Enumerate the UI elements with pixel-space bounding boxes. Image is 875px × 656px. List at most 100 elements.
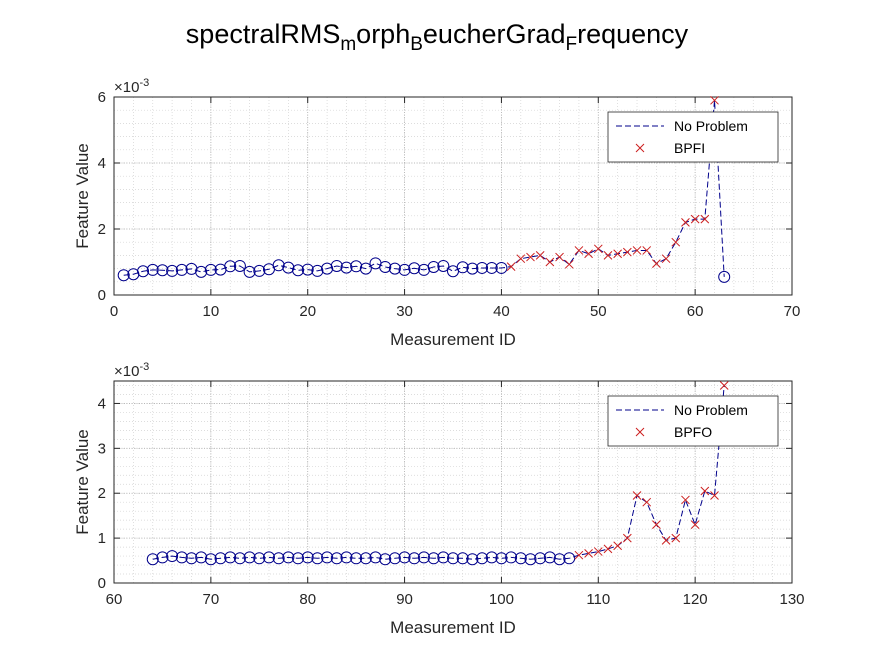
no-problem-point — [262, 551, 275, 564]
no-problem-point — [330, 552, 343, 565]
no-problem-point — [292, 264, 305, 277]
series-line-no-problem — [123, 100, 725, 277]
exponent-power: -3 — [139, 361, 149, 373]
no-problem-point — [563, 552, 576, 565]
no-problem-point — [485, 551, 498, 564]
no-problem-point — [388, 552, 401, 565]
fault-point — [642, 497, 652, 507]
title-part-4: eucherGrad — [423, 19, 566, 49]
legend: No Problem BPFI — [607, 111, 779, 163]
no-problem-point — [417, 551, 430, 564]
title-part-2: orph — [356, 19, 410, 49]
fault-point — [652, 259, 661, 269]
title-part-5: F — [566, 34, 578, 55]
no-problem-point — [495, 552, 508, 565]
fault-point — [603, 544, 613, 554]
no-problem-point — [514, 552, 527, 565]
x-tick-label: 100 — [489, 591, 514, 608]
fault-point — [700, 486, 710, 496]
y-tick-label: 0 — [98, 287, 106, 304]
series-layer — [123, 100, 725, 277]
no-problem-point — [233, 259, 246, 272]
no-problem-point — [195, 265, 208, 278]
fault-point — [642, 246, 652, 255]
y-exponent-label: ×10-3 — [114, 361, 149, 380]
subplot-1: 0 10 20 30 40 50 60 70 0 2 4 6 ×10-3 Measurement ID Fe… — [73, 77, 800, 349]
x-tick-label: 80 — [299, 591, 316, 608]
legend-label-fault: BPFO — [674, 424, 712, 440]
fault-point — [622, 247, 632, 257]
exponent-base: ×10 — [114, 363, 139, 380]
y-tick-label: 2 — [98, 485, 106, 502]
y-tick-label: 6 — [98, 89, 106, 106]
no-problem-point — [224, 551, 237, 564]
no-problem-point — [137, 265, 150, 278]
no-problem-point — [166, 264, 179, 277]
no-problem-point — [214, 552, 227, 565]
y-tick-label: 3 — [98, 440, 106, 457]
no-problem-point — [379, 260, 392, 273]
no-problem-point — [437, 259, 450, 272]
x-axis-label: Measurement ID — [390, 618, 516, 637]
chart-title: spectralRMSmorphBeucherGradFrequency — [186, 19, 689, 55]
fault-point — [603, 251, 613, 260]
x-tick-label: 70 — [203, 591, 220, 608]
x-tick-label: 90 — [396, 591, 413, 608]
fault-point — [671, 237, 681, 247]
no-problem-point — [253, 552, 266, 565]
y-tick-label: 1 — [98, 530, 106, 547]
no-problem-point — [340, 261, 353, 274]
no-problem-point — [117, 269, 130, 282]
no-problem-point — [476, 261, 489, 274]
x-tick-label: 50 — [590, 303, 607, 320]
no-problem-point — [553, 553, 566, 566]
no-problem-point — [524, 553, 537, 566]
fault-point — [535, 251, 545, 260]
no-problem-point — [166, 550, 179, 563]
no-problem-point — [301, 551, 314, 564]
no-problem-point — [398, 551, 411, 564]
fault-point — [632, 246, 642, 255]
y-tick-label: 2 — [98, 221, 106, 238]
no-problem-point — [466, 262, 479, 275]
fault-point — [526, 252, 535, 262]
fault-point — [622, 533, 632, 543]
fault-point — [613, 541, 623, 551]
fault-point — [681, 218, 690, 227]
no-problem-point — [282, 261, 295, 274]
no-problem-point — [330, 259, 343, 272]
fault-point — [690, 520, 700, 529]
no-problem-point — [233, 552, 246, 565]
axes-box — [113, 96, 793, 296]
no-problem-point — [408, 552, 421, 565]
no-problem-point — [359, 262, 372, 275]
axes-box — [113, 380, 793, 584]
no-problem-point — [427, 260, 440, 273]
no-problem-point — [253, 264, 266, 277]
fault-point — [652, 520, 661, 529]
x-tick-label: 30 — [396, 303, 413, 320]
x-tick-label: 130 — [779, 591, 804, 608]
fault-point — [574, 550, 584, 560]
no-problem-point — [311, 264, 324, 277]
no-problem-point — [718, 270, 731, 283]
x-tick-label: 120 — [683, 591, 708, 608]
fault-point — [690, 214, 700, 224]
fault-point — [506, 262, 516, 271]
x-tick-label: 10 — [203, 303, 220, 320]
no-problem-point — [456, 261, 469, 274]
legend: No Problem BPFO — [607, 395, 779, 447]
y-tick-label: 4 — [98, 395, 106, 412]
legend-box — [607, 395, 779, 447]
no-problem-point — [466, 553, 479, 566]
series-layer — [152, 385, 725, 560]
no-problem-point — [427, 552, 440, 565]
fault-point — [719, 381, 729, 390]
no-problem-point — [185, 552, 198, 565]
fault-point — [584, 249, 593, 259]
no-problem-point — [156, 264, 169, 277]
no-problem-point — [437, 551, 450, 564]
fault-point — [564, 259, 574, 269]
no-problem-point — [350, 260, 363, 273]
